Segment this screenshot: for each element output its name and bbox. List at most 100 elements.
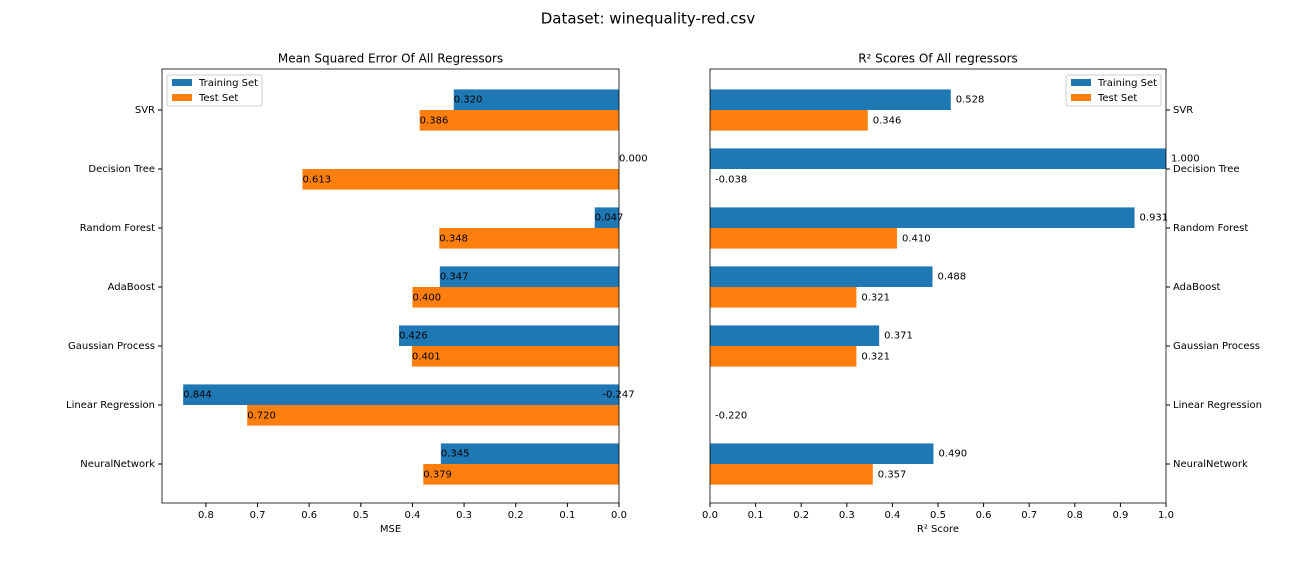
bar [710,266,933,287]
legend-swatch [1071,94,1091,101]
x-axis-label: R² Score [917,524,959,535]
value-label: 0.379 [423,469,452,480]
x-tick-label: 0.3 [456,510,472,521]
x-tick-label: 0.8 [198,510,214,521]
value-label: 0.320 [454,95,483,106]
value-label: 0.386 [420,115,449,126]
legend-swatch [1071,79,1091,86]
legend-label: Training Set [1097,78,1157,89]
value-label: 0.000 [619,154,648,165]
value-label: 0.410 [902,233,931,244]
bar [710,287,857,308]
value-label: -0.247 [602,390,634,401]
legend-swatch [172,94,192,101]
value-label: 0.490 [938,449,967,460]
y-tick-label: Random Forest [1173,223,1248,234]
legend-label: Training Set [198,78,258,89]
x-tick-label: 0.4 [884,510,900,521]
bar [710,346,857,367]
bar [453,89,619,110]
x-tick-label: 0.2 [793,510,809,521]
y-tick-label: NeuralNetwork [1173,459,1248,470]
value-label: 0.426 [399,331,428,342]
value-label: 0.488 [938,272,967,283]
value-label: 0.346 [873,115,902,126]
value-label: -0.220 [715,410,747,421]
value-label: 0.613 [302,174,331,185]
y-tick-label: SVR [1173,105,1193,116]
y-tick-label: AdaBoost [1173,282,1220,293]
x-tick-label: 0.1 [748,510,764,521]
value-label: 1.000 [1171,154,1200,165]
figure-title: Dataset: winequality-red.csv [541,10,756,28]
x-tick-label: 0.0 [611,510,627,521]
legend-swatch [172,79,192,86]
chart-title: Mean Squared Error Of All Regressors [278,52,503,66]
y-tick-label: Decision Tree [88,164,155,175]
bar [710,228,897,249]
bar [710,110,868,131]
y-tick-label: Linear Regression [1173,400,1262,411]
bar [399,325,619,346]
bar [419,110,619,131]
bar [594,207,619,228]
value-label: 0.047 [595,213,624,224]
legend-label: Test Set [198,93,238,104]
axes-frame [161,68,620,504]
y-tick-label: AdaBoost [108,282,155,293]
value-label: 0.321 [861,351,890,362]
x-tick-label: 0.1 [559,510,575,521]
bar [423,464,619,485]
y-tick-label: Decision Tree [1173,164,1240,175]
x-tick-label: 0.2 [508,510,524,521]
x-tick-label: 0.3 [839,510,855,521]
chart-title: R² Scores Of All regressors [858,52,1018,66]
plot-area [183,89,619,485]
plot-area [710,89,1166,485]
value-label: 0.931 [1140,213,1169,224]
x-tick-label: 0.8 [1067,510,1083,521]
x-tick-label: 0.7 [1021,510,1037,521]
x-tick-label: 0.9 [1112,510,1128,521]
bar [710,207,1135,228]
bar [183,384,619,405]
value-label: 0.347 [440,272,469,283]
y-tick-label: NeuralNetwork [80,459,155,470]
y-tick-label: SVR [135,105,155,116]
bar [440,443,619,464]
value-label: 0.345 [441,449,470,460]
value-label: 0.401 [412,351,441,362]
x-tick-label: 0.6 [976,510,992,521]
value-label: 0.844 [183,390,212,401]
value-label: 0.357 [878,469,907,480]
bar [412,287,619,308]
y-tick-label: Linear Regression [66,400,155,411]
x-tick-label: 0.5 [353,510,369,521]
bar [710,148,1166,169]
y-tick-label: Random Forest [80,223,155,234]
x-axis-label: MSE [380,524,401,535]
value-label: 0.371 [884,331,913,342]
legend-label: Test Set [1097,93,1137,104]
bar [439,228,619,249]
bar [247,405,619,426]
bar [302,169,619,190]
y-tick-label: Gaussian Process [1173,341,1260,352]
value-label: -0.038 [715,174,747,185]
x-tick-label: 0.4 [404,510,420,521]
x-tick-label: 1.0 [1158,510,1174,521]
value-label: 0.348 [439,233,468,244]
value-label: 0.400 [412,292,441,303]
bar [411,346,619,367]
bar [710,325,880,346]
x-tick-label: 0.6 [301,510,317,521]
x-tick-label: 0.5 [930,510,946,521]
value-label: 0.720 [247,410,276,421]
bar [710,464,873,485]
bar [710,89,951,110]
value-label: 0.528 [956,95,985,106]
bar [439,266,619,287]
x-tick-label: 0.0 [702,510,718,521]
value-label: 0.321 [861,292,890,303]
